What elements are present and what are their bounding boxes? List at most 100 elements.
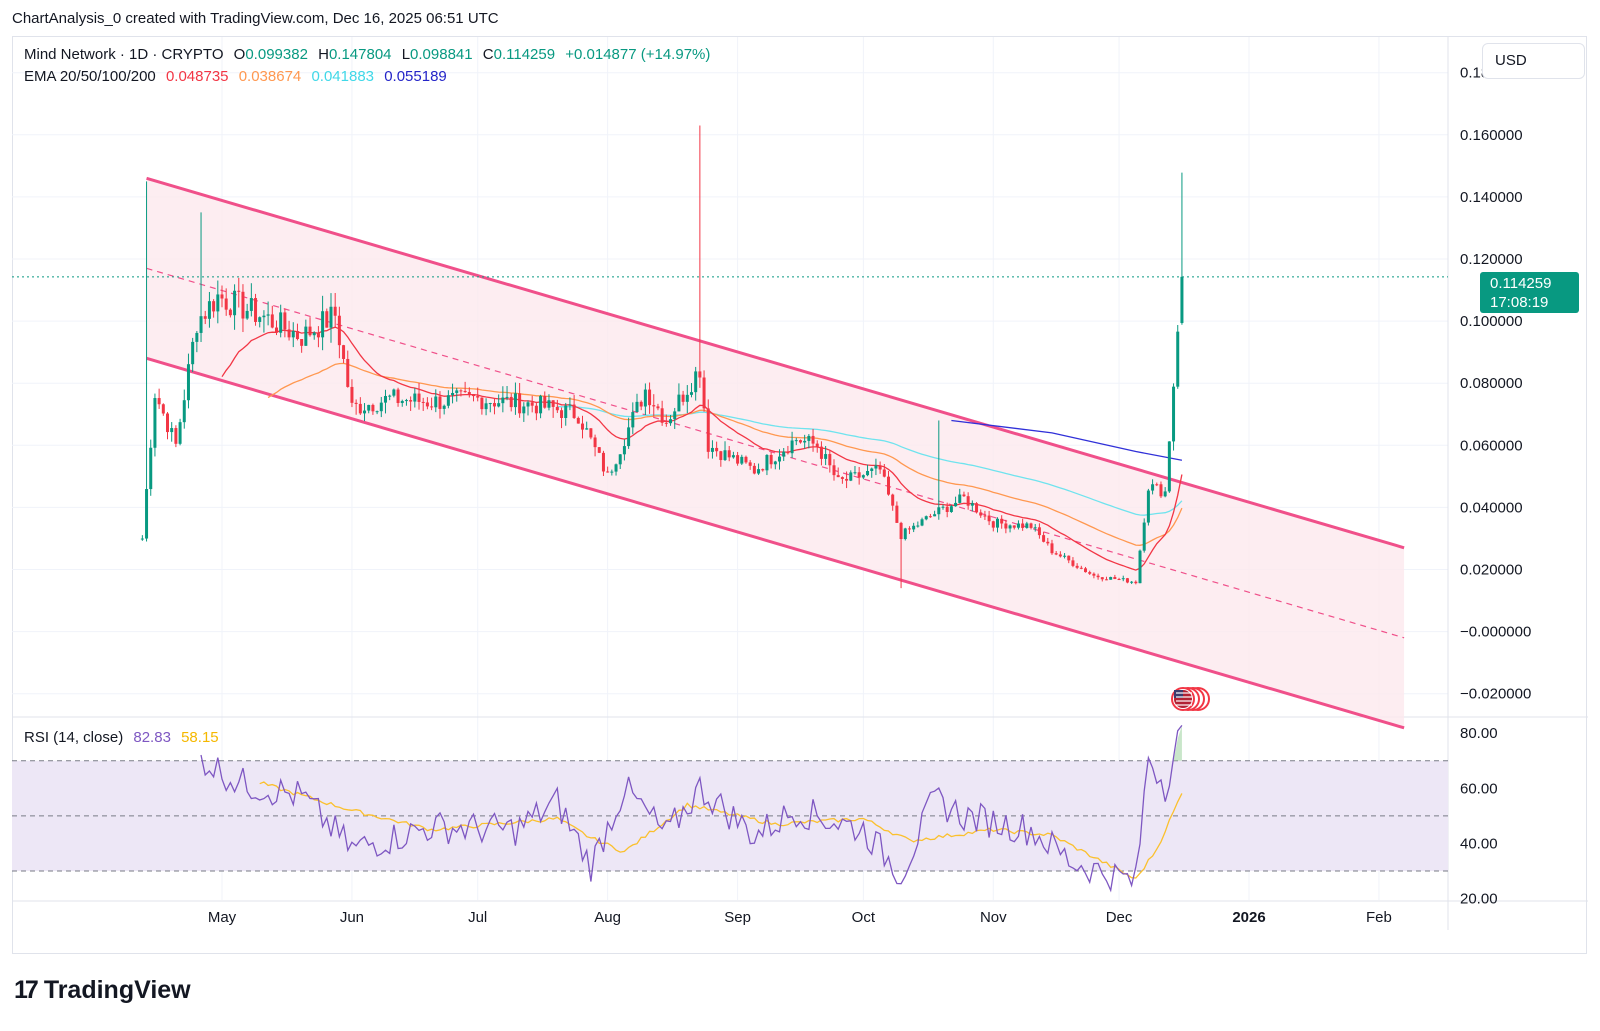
close-value: 0.114259 (493, 46, 556, 63)
candle-body (224, 298, 228, 310)
rsi-line (200, 725, 1183, 893)
candle-body (895, 505, 899, 523)
candle-body (669, 419, 673, 424)
candle-body (241, 291, 245, 319)
candle-body (966, 496, 970, 506)
candle-body (1058, 554, 1062, 557)
low-value: 0.098841 (410, 46, 473, 63)
candle-body (279, 312, 283, 333)
candle-body (698, 371, 702, 378)
candle-body (836, 475, 840, 478)
candle-body (1163, 491, 1167, 497)
candle-body (321, 311, 325, 338)
price-tick-label: 0.160000 (1460, 127, 1523, 144)
candle-body (1079, 567, 1083, 569)
candle-body (1125, 578, 1129, 583)
candle-body (501, 397, 505, 404)
rsi-label[interactable]: RSI (14, close) (24, 729, 124, 746)
rsi-tick-label: 40.00 (1460, 835, 1498, 852)
candle-body (715, 447, 719, 452)
candle-body (513, 393, 517, 408)
rsi-pane: 80.00 60.00 40.00 20.00 (12, 725, 1498, 908)
candle-body (757, 469, 761, 474)
candle-body (589, 428, 593, 438)
candle-body (924, 516, 928, 520)
candle-body (417, 393, 421, 402)
last-price-tag: 0.114259 17:08:19 (1480, 272, 1579, 313)
time-tick-label: Sep (724, 909, 751, 926)
candle-body (920, 519, 924, 526)
candle-body (798, 440, 802, 443)
candle-body (1155, 484, 1159, 486)
candle-body (1004, 523, 1008, 529)
currency-button[interactable]: USD (1482, 43, 1585, 79)
candle-body (635, 401, 639, 413)
candle-body (518, 393, 522, 414)
candle-body (421, 401, 425, 403)
candle-body (811, 435, 815, 444)
candle-body (752, 465, 756, 474)
candle-body (350, 386, 354, 403)
candle-body (438, 396, 442, 409)
candle-body (203, 316, 207, 319)
tradingview-logo[interactable]: 17 TradingView (14, 976, 191, 1005)
candle-body (928, 516, 932, 518)
price-tick-label: 0.020000 (1460, 562, 1523, 579)
candle-body (1008, 525, 1012, 529)
candle-body (1121, 578, 1125, 580)
symbol-name[interactable]: Mind Network · 1D · CRYPTO (24, 46, 224, 63)
candle-body (400, 400, 404, 404)
candle-body (363, 410, 367, 414)
candle-body (522, 406, 526, 414)
candle-body (476, 396, 480, 398)
candle-body (484, 403, 488, 410)
candle-body (346, 358, 350, 387)
candle-body (555, 406, 559, 411)
candle-body (1100, 577, 1104, 580)
candle-body (342, 345, 346, 359)
candle-body (1138, 550, 1142, 584)
ema20-value: 0.048735 (165, 68, 229, 85)
candle-body (1134, 581, 1138, 584)
candle-body (782, 451, 786, 457)
candle-body (1113, 577, 1117, 580)
candle-body (337, 315, 341, 346)
price-axis: 0.1800000.1600000.1400000.1200000.100000… (1460, 65, 1531, 703)
open-label: O (233, 46, 246, 63)
candle-body (530, 402, 534, 406)
candle-body (174, 428, 178, 444)
candle-body (379, 402, 383, 412)
candle-body (878, 465, 882, 470)
price-tick-label: 0.060000 (1460, 437, 1523, 454)
candle-body (333, 306, 337, 316)
candle-body (254, 298, 258, 322)
candle-body (492, 403, 496, 407)
candle-body (371, 404, 375, 412)
candle-body (1084, 568, 1088, 573)
candle-body (375, 411, 379, 413)
candle-body (186, 364, 190, 401)
ema-label[interactable]: EMA 20/50/100/200 (24, 68, 156, 85)
candle-body (694, 371, 698, 393)
candle-body (1146, 490, 1150, 523)
candle-body (593, 437, 597, 448)
rsi-tick-label: 80.00 (1460, 725, 1498, 742)
candle-body (723, 450, 727, 461)
candle-body (866, 470, 870, 476)
channel-upper-line (146, 176, 1405, 550)
ema100-value: 0.041883 (311, 68, 375, 85)
candle-body (614, 464, 618, 472)
candle-body (1046, 541, 1050, 544)
candle-body (907, 528, 911, 530)
us-flag-icon[interactable] (1171, 687, 1210, 711)
price-tick-label: 0.040000 (1460, 499, 1523, 516)
change-value: +0.014877 (+14.97%) (565, 46, 711, 63)
candle-body (727, 450, 731, 458)
candle-body (1042, 535, 1046, 542)
candle-body (639, 401, 643, 407)
candle-body (580, 423, 584, 430)
candle-body (1054, 553, 1058, 555)
ema50-line (267, 362, 1183, 546)
candle-body (564, 405, 568, 418)
